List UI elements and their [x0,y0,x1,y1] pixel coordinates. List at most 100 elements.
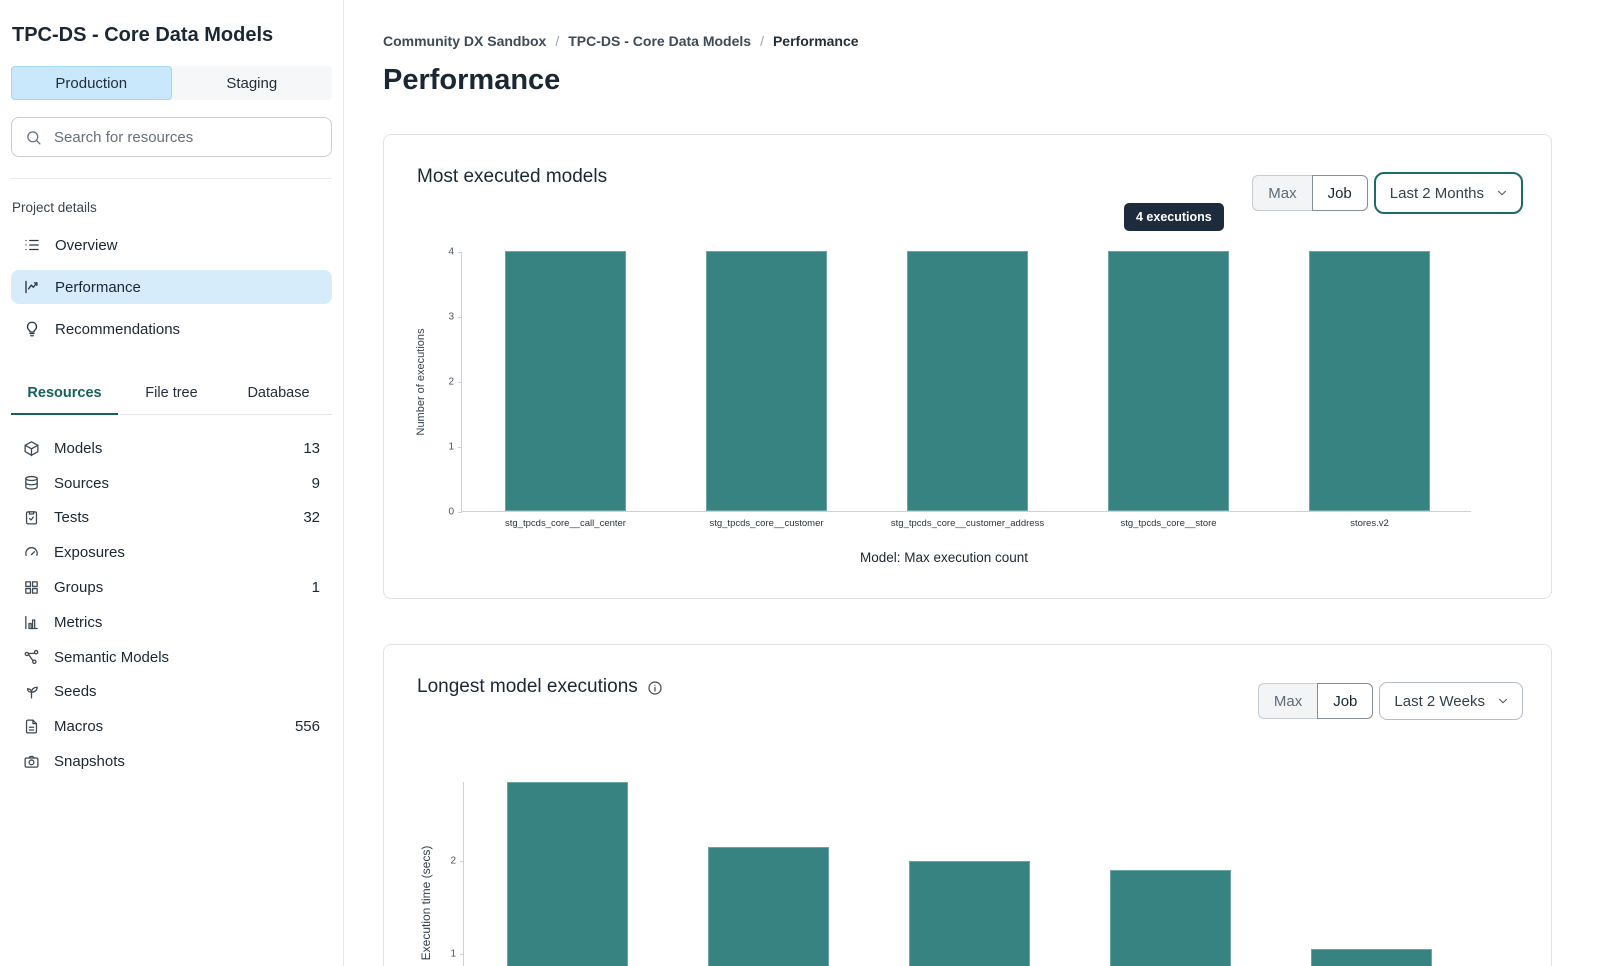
y-tick-label: 2 [448,376,454,388]
y-tick-label: 4 [448,246,454,258]
y-tick-mark [458,446,462,448]
resource-count: 32 [303,509,320,527]
x-axis-title: Model: Max execution count [859,550,1029,565]
resource-item-semantic-models[interactable]: Semantic Models [11,640,332,675]
bar-5[interactable] [1311,949,1432,966]
tab-production[interactable]: Production [11,66,172,100]
y-tick-label: 3 [448,311,454,323]
resource-item-sources[interactable]: Sources 9 [11,466,332,501]
breadcrumb-account[interactable]: Community DX Sandbox [383,33,547,49]
x-tick-label: stg_tpcds_core__customer [709,518,824,529]
resource-label: Semantic Models [54,648,170,666]
card-title-text: Most executed models [417,166,608,187]
bar-stg_tpcds_core__call_center[interactable] [505,251,626,511]
environment-toggle: Production Staging [11,66,332,100]
sidebar-divider [11,178,332,179]
bar-1[interactable] [507,781,628,966]
seedling-icon [26,687,38,699]
breadcrumb-current: Performance [772,33,859,49]
file-icon [25,719,38,734]
y-tick-mark [458,511,462,513]
gauge-icon [25,547,38,557]
max-button[interactable]: Max [1257,683,1318,719]
resource-label: Sources [54,474,110,492]
y-tick-mark [460,860,464,862]
x-tick-label: stg_tpcds_core__customer_address [890,518,1045,529]
x-tick-label: stg_tpcds_core__call_center [505,518,626,529]
card-title: Longest model executions [417,676,663,698]
resource-label: Macros [54,718,104,736]
nav-label: Performance [55,278,141,296]
page-title: Performance [383,64,561,96]
search-box[interactable] [11,117,332,157]
main-content: Community DX Sandbox / TPC-DS - Core Dat… [344,0,1621,966]
resource-label: Groups [54,579,104,597]
x-tick-label: stores.v2 [1350,518,1389,529]
resource-item-metrics[interactable]: Metrics [11,605,332,640]
sidebar-item-performance[interactable]: Performance [11,270,332,304]
y-tick-label: 2 [450,855,456,867]
bar-stg_tpcds_core__store[interactable] [1108,251,1229,511]
network-icon [24,649,39,664]
resource-count: 9 [311,474,320,492]
breadcrumb-separator: / [555,33,560,49]
tab-file-tree[interactable]: File tree [145,385,198,401]
time-range-select[interactable]: Last 2 Weeks [1379,682,1523,720]
most-executed-models-card: Most executed models Max Job Last 2 Mont… [383,134,1552,599]
chevron-down-icon [1497,190,1507,196]
breadcrumb: Community DX Sandbox / TPC-DS - Core Dat… [383,33,1621,49]
lightbulb-icon [26,321,38,337]
resource-item-models[interactable]: Models 13 [11,431,332,466]
job-button[interactable]: Job [1317,683,1374,719]
chart-tooltip: 4 executions [1124,203,1224,231]
resource-tabs: Resources File tree Database [11,376,332,415]
project-title: TPC-DS - Core Data Models [12,24,274,46]
resource-item-snapshots[interactable]: Snapshots [11,744,332,779]
time-range-select[interactable]: Last 2 Months [1373,172,1523,214]
search-input[interactable] [52,127,318,147]
chart-controls: Max Job Last 2 Weeks [1257,682,1523,720]
resource-item-exposures[interactable]: Exposures [11,535,332,570]
max-button[interactable]: Max [1252,175,1312,211]
resource-label: Seeds [54,683,97,701]
resource-item-groups[interactable]: Groups 1 [11,570,332,605]
bar-stg_tpcds_core__customer[interactable] [706,251,827,511]
card-title-text: Longest model executions [417,676,638,697]
tab-resources[interactable]: Resources [11,376,118,415]
nav-label: Recommendations [55,320,181,338]
breadcrumb-project[interactable]: TPC-DS - Core Data Models [568,33,752,49]
bar-2[interactable] [708,847,829,966]
grid-icon [25,581,38,594]
y-tick-mark [458,251,462,253]
resource-item-seeds[interactable]: Seeds [11,675,332,710]
resource-label: Exposures [54,544,125,562]
y-tick-label: 0 [448,506,454,518]
trend-chart-icon [25,280,38,294]
bar-chart-icon [25,615,38,630]
resource-label: Snapshots [54,753,125,771]
time-range-value: Last 2 Months [1389,184,1484,202]
tab-staging[interactable]: Staging [226,74,278,92]
job-button[interactable]: Job [1311,175,1368,211]
y-tick-label: 1 [450,948,456,960]
clipboard-check-icon [25,511,38,525]
resource-label: Tests [54,509,90,527]
bar-4[interactable] [1110,870,1231,966]
x-tick-label: stg_tpcds_core__store [1120,518,1217,529]
info-icon[interactable] [647,680,663,696]
bar-stores.v2[interactable] [1309,251,1430,511]
resource-item-tests[interactable]: Tests 32 [11,501,332,536]
list-icon [25,239,39,251]
aggregation-toggle: Max Job [1252,175,1368,211]
resource-label: Metrics [54,613,103,631]
sidebar-item-overview[interactable]: Overview [11,228,332,262]
resource-count: 13 [303,439,320,457]
y-tick-mark [458,316,462,318]
chevron-down-icon [1498,698,1508,704]
bar-3[interactable] [909,861,1030,966]
tab-database[interactable]: Database [247,385,310,401]
bar-stg_tpcds_core__customer_address[interactable] [907,251,1028,511]
resource-item-macros[interactable]: Macros 556 [11,709,332,744]
sidebar-item-recommendations[interactable]: Recommendations [11,312,332,346]
cube-icon [24,441,39,457]
